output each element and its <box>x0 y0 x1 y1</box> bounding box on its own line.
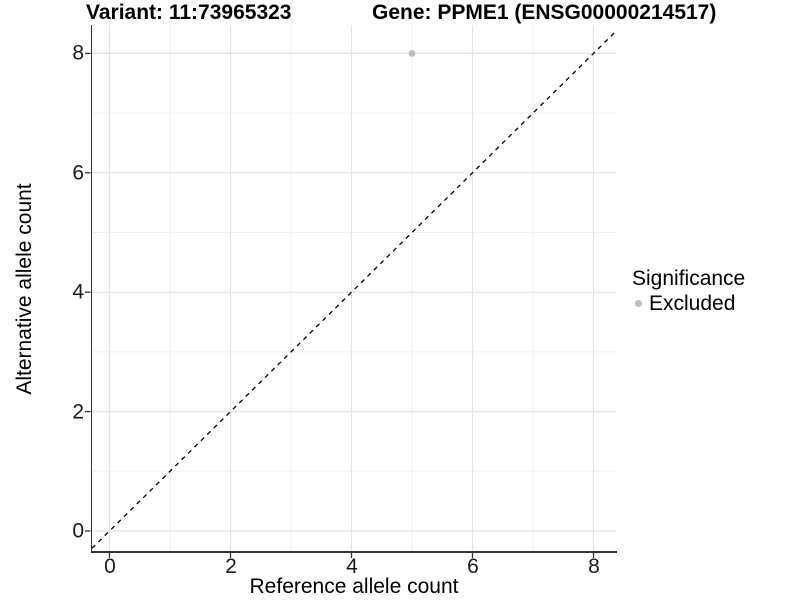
y-tick-label: 2 <box>72 400 84 424</box>
plot-title-gene: Gene: PPME1 (ENSG00000214517) <box>372 1 717 24</box>
y-tick-label: 8 <box>72 41 84 65</box>
x-axis-title: Reference allele count <box>249 575 459 598</box>
x-tick-label: 2 <box>225 555 237 578</box>
chart-canvas <box>85 25 617 558</box>
legend-item-excluded: Excluded <box>632 292 745 315</box>
legend-point-icon <box>635 300 642 307</box>
identity-reference-line <box>91 30 617 549</box>
legend-title: Significance <box>632 267 746 290</box>
x-tick-label: 6 <box>467 555 479 578</box>
y-axis-title: Alternative allele count <box>13 183 36 395</box>
y-tick-label: 0 <box>72 519 84 543</box>
legend-item-label: Excluded <box>649 292 736 315</box>
y-tick-label: 4 <box>72 280 84 304</box>
plot-title-variant: Variant: 11:73965323 <box>86 1 292 24</box>
legend: Significance Excluded <box>632 267 745 315</box>
x-tick-label: 0 <box>104 555 116 578</box>
y-tick-label: 6 <box>72 161 84 185</box>
x-tick-label: 8 <box>588 555 600 578</box>
data-point <box>408 50 416 57</box>
x-tick-label: 4 <box>346 555 358 578</box>
plot-panel <box>85 25 617 558</box>
